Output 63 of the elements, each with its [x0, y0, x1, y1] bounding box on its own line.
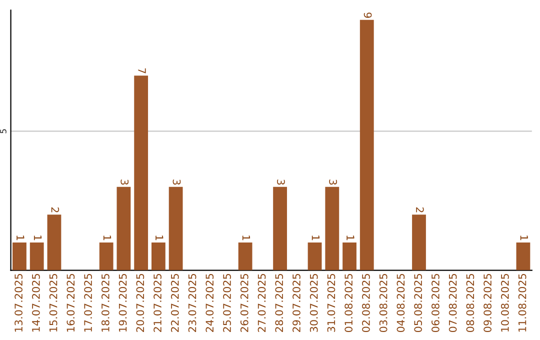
x-tick-label: 26.07.2025 [240, 274, 248, 332]
x-tick-label: 31.07.2025 [327, 274, 336, 332]
x-tick-label: 13.07.2025 [14, 274, 23, 332]
x-tick-label: 24.07.2025 [206, 274, 214, 332]
data-label: 1 [312, 236, 320, 240]
x-tick-label: 27.07.2025 [258, 274, 266, 332]
x-tick-label: 07.08.2025 [448, 274, 457, 332]
x-tick-label: 03.08.2025 [379, 274, 388, 332]
x-tick-label: 16.07.2025 [66, 274, 75, 332]
bar [308, 242, 322, 270]
x-tick-label: 04.08.2025 [396, 274, 405, 332]
data-label: 7 [138, 68, 146, 74]
bar [99, 242, 114, 270]
data-label: 3 [120, 180, 129, 185]
data-label: 1 [16, 236, 24, 240]
x-tick-label: 23.07.2025 [188, 274, 196, 332]
data-label: 1 [346, 236, 354, 240]
bar [116, 186, 131, 270]
x-tick-label: 21.07.2025 [154, 274, 162, 332]
data-label: 1 [242, 236, 250, 240]
x-tick-label: 15.07.2025 [49, 274, 58, 332]
bar [238, 242, 252, 270]
bar [273, 186, 287, 270]
data-label: 1 [520, 236, 528, 240]
bar [151, 242, 166, 270]
x-tick-label: 10.08.2025 [500, 274, 509, 332]
bar [516, 242, 530, 270]
data-label: 3 [329, 180, 337, 185]
x-tick-label: 19.07.2025 [118, 274, 127, 332]
bar [360, 20, 374, 270]
x-tick-label: 06.08.2025 [432, 274, 440, 332]
x-tick-label: 09.08.2025 [484, 274, 492, 332]
x-tick-label: 05.08.2025 [414, 274, 422, 332]
bar [342, 242, 356, 270]
data-label: 3 [277, 180, 285, 185]
x-tick-label: 02.08.2025 [362, 274, 370, 332]
x-tick-label: 29.07.2025 [292, 274, 300, 332]
data-label: 1 [103, 236, 112, 240]
x-tick-label: 14.07.2025 [32, 274, 40, 332]
bar [30, 242, 44, 270]
bar [325, 186, 340, 270]
data-label: 9 [364, 12, 372, 18]
x-tick-label: 18.07.2025 [101, 274, 110, 332]
bar [134, 76, 148, 270]
data-label: 3 [172, 180, 181, 185]
bar [12, 242, 26, 270]
bar [168, 186, 183, 270]
x-tick-label: 01.08.2025 [344, 274, 353, 332]
data-label: 1 [156, 236, 164, 240]
x-tick-label: 22.07.2025 [170, 274, 179, 332]
x-tick-label: 25.07.2025 [223, 274, 231, 332]
bar [47, 214, 62, 270]
x-tick-label: 11.08.2025 [518, 274, 526, 332]
x-tick-label: 20.07.2025 [136, 274, 144, 332]
bar [412, 214, 426, 270]
y-tick-label: 5 [0, 129, 6, 134]
x-tick-label: 08.08.2025 [466, 274, 474, 332]
data-label: 2 [416, 207, 424, 212]
x-tick-label: 30.07.2025 [310, 274, 318, 332]
data-label: 1 [34, 236, 42, 240]
x-tick-label: 28.07.2025 [275, 274, 284, 332]
data-label: 2 [51, 207, 60, 212]
x-tick-label: 17.07.2025 [84, 274, 92, 332]
